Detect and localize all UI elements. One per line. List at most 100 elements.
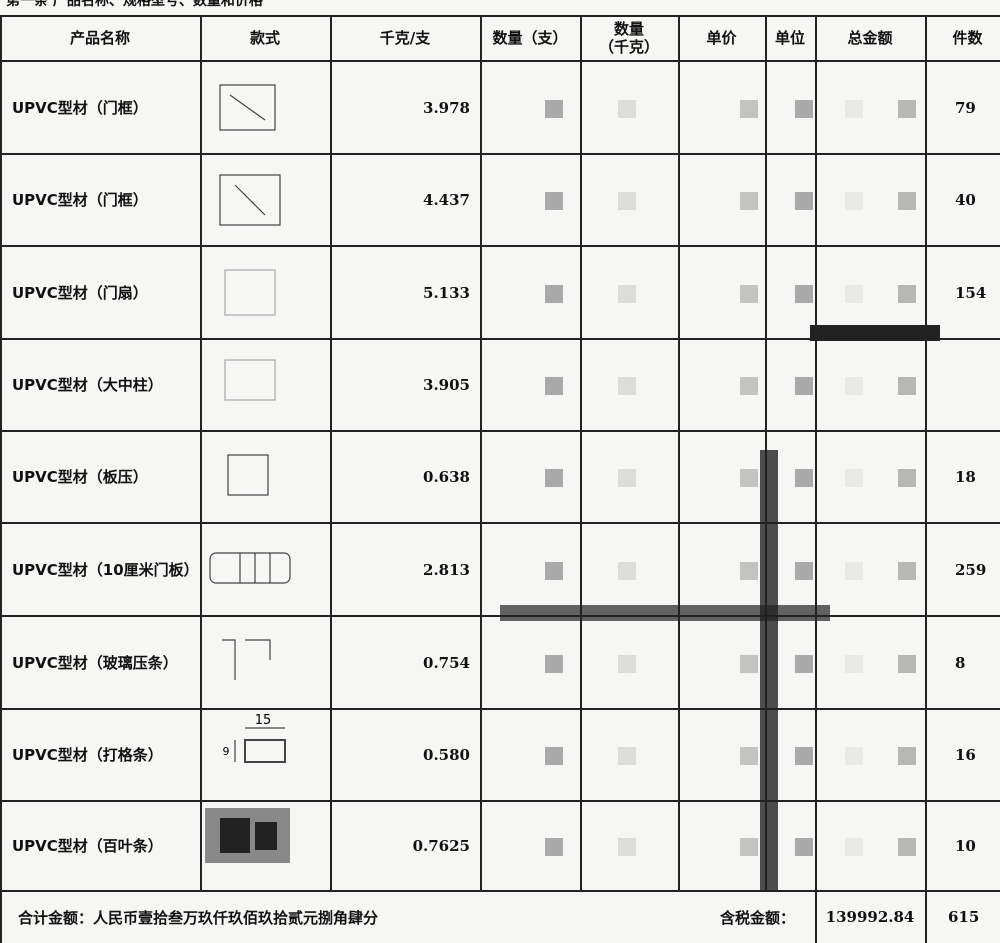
product-name: UPVC型材（10厘米门板） xyxy=(12,560,199,579)
redaction xyxy=(740,747,758,765)
redaction-bar xyxy=(500,605,830,621)
column-line xyxy=(330,15,332,890)
column-line xyxy=(815,15,817,943)
row-line xyxy=(0,522,1000,524)
kg-per-piece: 0.754 xyxy=(423,653,470,672)
redaction xyxy=(845,192,863,210)
redaction xyxy=(618,469,636,487)
redaction xyxy=(545,377,563,395)
pieces: 10 xyxy=(955,837,976,855)
column-line xyxy=(200,15,202,890)
redaction xyxy=(795,654,813,673)
redaction xyxy=(740,99,758,118)
redaction-bar xyxy=(760,450,778,890)
redaction xyxy=(845,377,863,395)
kg-per-piece: 3.978 xyxy=(423,98,470,117)
redaction xyxy=(845,747,863,765)
column-header: 件数 xyxy=(952,28,983,47)
redaction xyxy=(545,99,563,118)
column-line xyxy=(480,15,482,890)
tax-label: 含税金额： xyxy=(720,908,796,927)
redaction xyxy=(898,469,916,487)
redaction xyxy=(795,377,813,395)
redaction xyxy=(898,747,916,765)
row-line xyxy=(0,245,1000,247)
total-words: 合计金额：人民币壹拾叁万玖仟玖佰玖拾贰元捌角肆分 xyxy=(18,908,379,927)
redaction xyxy=(845,838,863,856)
pieces: 18 xyxy=(955,468,976,486)
row-line xyxy=(0,800,1000,802)
product-name: UPVC型材（板压） xyxy=(12,468,148,486)
product-name: UPVC型材（门扇） xyxy=(12,283,148,302)
column-line xyxy=(0,15,2,943)
total-pieces: 615 xyxy=(948,908,980,926)
redaction xyxy=(545,284,563,303)
pieces: 154 xyxy=(955,283,987,302)
redaction xyxy=(618,192,636,210)
kg-per-piece: 0.7625 xyxy=(412,837,470,855)
redaction xyxy=(545,838,563,856)
redaction xyxy=(740,192,758,210)
column-header: 数量 （千克） xyxy=(598,19,659,56)
redaction xyxy=(545,469,563,487)
row-line xyxy=(0,890,1000,892)
redaction xyxy=(618,377,636,395)
redaction xyxy=(898,377,916,395)
redaction xyxy=(845,99,863,118)
redaction xyxy=(795,747,813,765)
redaction xyxy=(618,654,636,673)
row-line xyxy=(0,15,1000,17)
redaction xyxy=(898,192,916,210)
kg-per-piece: 0.580 xyxy=(423,746,470,764)
pieces: 40 xyxy=(955,191,976,209)
redaction xyxy=(845,469,863,487)
redaction xyxy=(740,838,758,856)
tax-amount: 139992.84 xyxy=(825,908,915,926)
pieces: 79 xyxy=(955,98,976,117)
redaction xyxy=(845,654,863,673)
kg-per-piece: 5.133 xyxy=(423,283,470,302)
redaction xyxy=(795,284,813,303)
kg-per-piece: 4.437 xyxy=(423,191,470,209)
redaction xyxy=(898,99,916,118)
column-header: 单位 xyxy=(774,28,805,47)
column-header: 产品名称 xyxy=(69,28,130,47)
redaction xyxy=(545,192,563,210)
product-name: UPVC型材（百叶条） xyxy=(12,837,163,855)
redaction xyxy=(845,284,863,303)
redaction xyxy=(795,99,813,118)
redaction xyxy=(618,284,636,303)
redaction xyxy=(795,469,813,487)
product-name: UPVC型材（玻璃压条） xyxy=(12,653,178,672)
product-name: UPVC型材（打格条） xyxy=(12,746,163,764)
product-name: UPVC型材（门框） xyxy=(12,191,148,209)
redaction xyxy=(740,654,758,673)
pieces: 8 xyxy=(955,653,966,672)
kg-per-piece: 3.905 xyxy=(423,376,470,394)
redaction xyxy=(845,561,863,580)
product-name: UPVC型材（大中柱） xyxy=(12,376,163,394)
column-header: 数量（支） xyxy=(492,28,568,47)
redaction xyxy=(795,561,813,580)
column-header: 千克/支 xyxy=(379,28,431,47)
redaction xyxy=(618,747,636,765)
redaction xyxy=(898,561,916,580)
redaction xyxy=(795,838,813,856)
kg-per-piece: 2.813 xyxy=(423,560,470,579)
sketch-dim: 15 xyxy=(255,713,272,728)
redaction xyxy=(740,284,758,303)
sketch-dim: 9 xyxy=(223,745,230,758)
redaction xyxy=(618,99,636,118)
redaction xyxy=(795,192,813,210)
column-line xyxy=(580,15,582,890)
row-line xyxy=(0,338,1000,340)
column-line xyxy=(678,15,680,890)
redaction xyxy=(740,561,758,580)
redaction xyxy=(545,561,563,580)
pieces: 259 xyxy=(955,560,987,579)
column-header: 总金额 xyxy=(847,28,893,47)
redaction xyxy=(740,377,758,395)
redaction xyxy=(618,838,636,856)
